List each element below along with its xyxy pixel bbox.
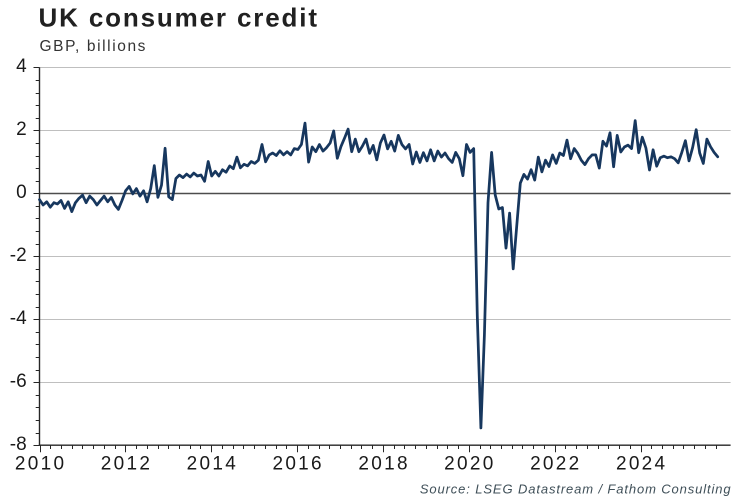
svg-text:2: 2 — [16, 119, 27, 140]
svg-text:Source: LSEG Datastream / Fath: Source: LSEG Datastream / Fathom Consult… — [420, 481, 732, 496]
svg-text:2016: 2016 — [272, 453, 323, 474]
svg-text:2022: 2022 — [530, 453, 581, 474]
svg-text:2024: 2024 — [616, 453, 667, 474]
svg-text:-2: -2 — [10, 245, 27, 266]
svg-text:2020: 2020 — [444, 453, 495, 474]
svg-text:GBP, billions: GBP, billions — [40, 38, 148, 55]
svg-text:2018: 2018 — [358, 453, 409, 474]
svg-text:2012: 2012 — [101, 453, 152, 474]
svg-text:2014: 2014 — [187, 453, 238, 474]
svg-text:-6: -6 — [10, 371, 27, 392]
svg-text:2010: 2010 — [15, 453, 66, 474]
svg-text:0: 0 — [16, 182, 27, 203]
svg-text:4: 4 — [16, 56, 27, 77]
svg-text:-4: -4 — [10, 308, 27, 329]
svg-text:-8: -8 — [10, 434, 27, 455]
svg-text:UK consumer credit: UK consumer credit — [39, 3, 319, 33]
